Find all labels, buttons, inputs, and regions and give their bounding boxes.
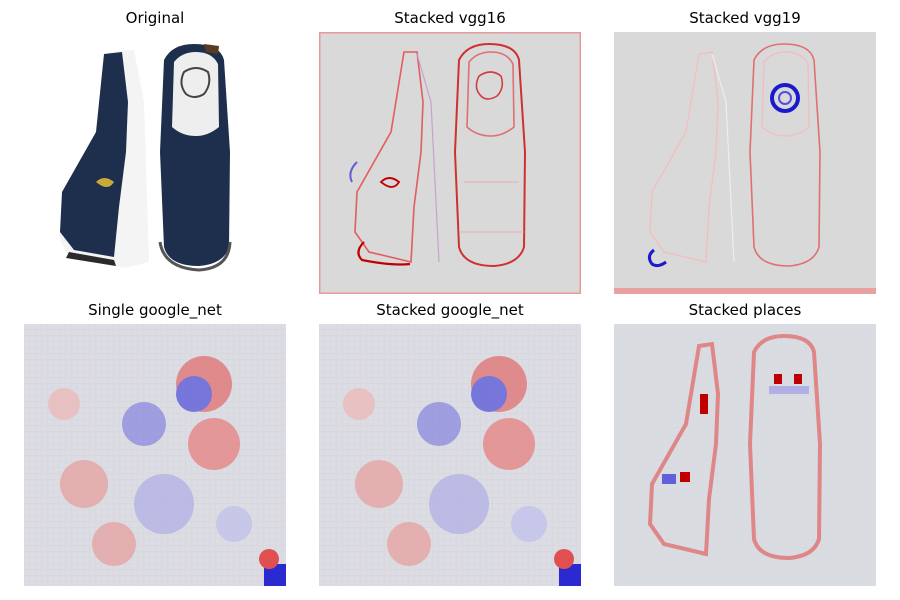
heatmap-stacked-vgg19-drawing [614,32,876,294]
panel-title-stacked-places: Stacked places [688,301,802,319]
panel-title-stacked-vgg16: Stacked vgg16 [394,9,506,27]
heatmap-single-google-net [24,324,286,586]
panel-title-original: Original [125,9,185,27]
original-image [24,32,286,294]
heatmap-stacked-vgg16 [319,32,581,294]
panel-title-single-google-net: Single google_net [88,301,222,319]
panel-title-stacked-google-net: Stacked google_net [376,301,524,319]
heatmap-stacked-google-net-drawing [319,324,581,586]
heatmap-stacked-vgg16-drawing [319,32,581,294]
heatmap-single-google-net-drawing [24,324,286,586]
heatmap-stacked-places-drawing [614,324,876,586]
heatmap-stacked-google-net [319,324,581,586]
panel-title-stacked-vgg19: Stacked vgg19 [689,9,801,27]
shoe-photo-illustration [59,44,232,272]
heatmap-stacked-places [614,324,876,586]
heatmap-stacked-vgg19 [614,32,876,294]
